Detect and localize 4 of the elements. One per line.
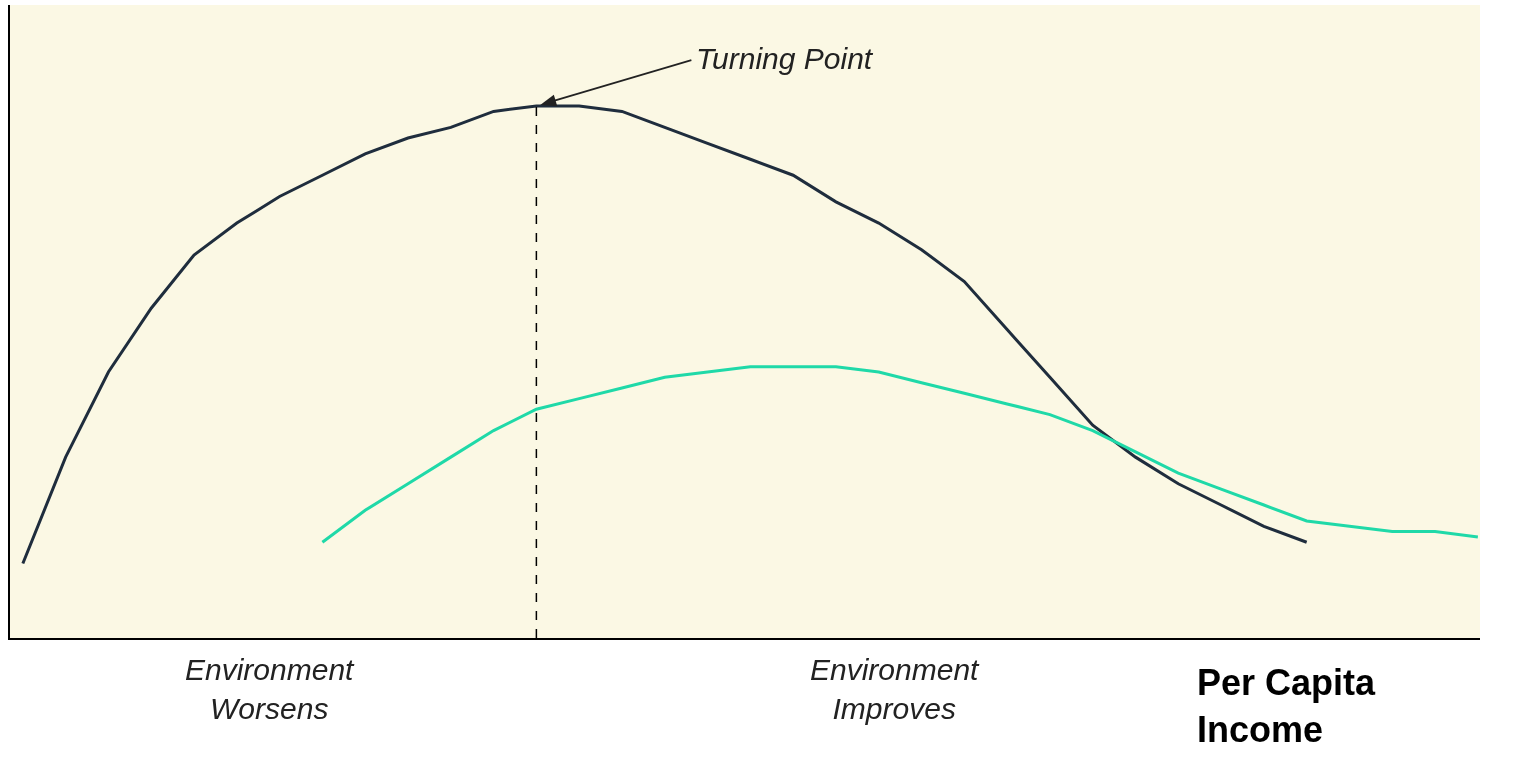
- text: Turning Point: [696, 42, 874, 75]
- text: Environment Worsens: [185, 653, 356, 725]
- text: Environment Improves: [810, 653, 981, 725]
- x-axis-title: Per Capita Income: [1197, 662, 1377, 750]
